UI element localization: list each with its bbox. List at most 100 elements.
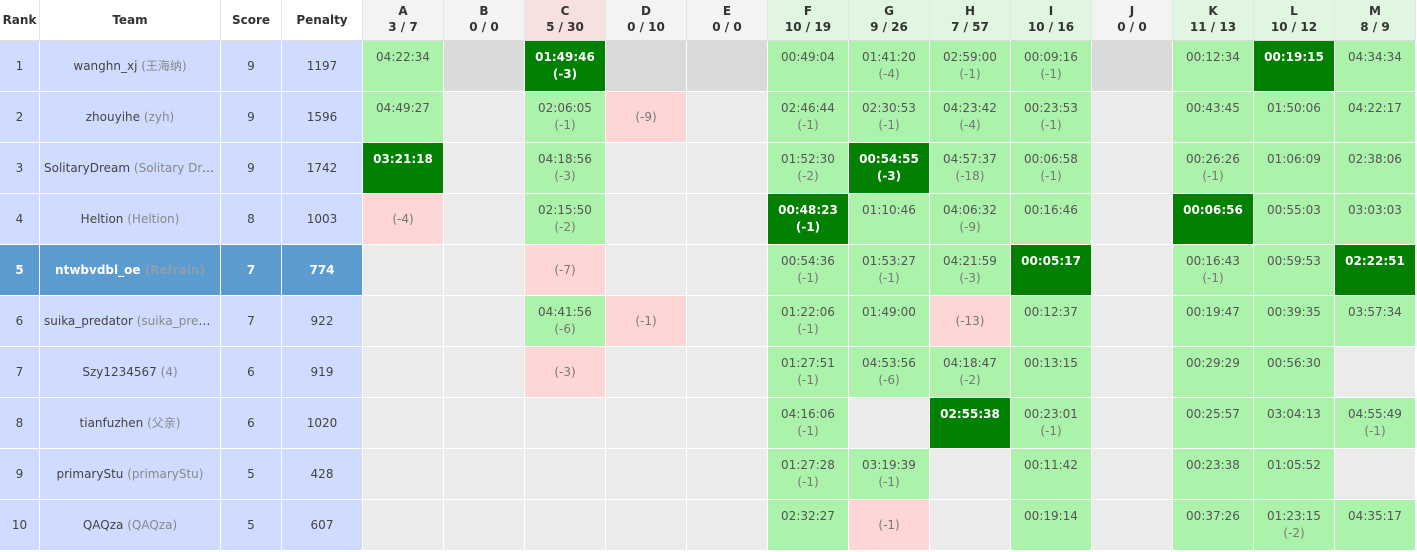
problem-cell <box>1335 347 1416 398</box>
solve-time: 02:55:38 <box>940 407 1000 421</box>
problem-cell <box>1092 398 1173 449</box>
solve-time: 04:53:56 <box>862 356 916 370</box>
tries: (-7) <box>554 263 576 277</box>
tries: (-1) <box>1040 169 1062 183</box>
problem-cell: 00:23:38 <box>1173 449 1254 500</box>
solve-time: 00:55:03 <box>1267 203 1321 217</box>
tries: (-1) <box>1202 169 1224 183</box>
score-cell: 7 <box>221 296 282 347</box>
rank-cell: 5 <box>0 245 40 296</box>
problem-cell <box>687 245 768 296</box>
problem-cell <box>1092 296 1173 347</box>
tries: (-3) <box>876 169 902 183</box>
solve-time: 04:21:59 <box>943 254 997 268</box>
problem-cell: (-4) <box>363 194 444 245</box>
solve-time: 00:23:01 <box>1024 407 1078 421</box>
problem-count: 11 / 13 <box>1189 20 1237 34</box>
team-name: wanghn_xj <box>73 59 138 73</box>
problem-cell: 01:49:00 <box>849 296 930 347</box>
solve-time: 01:05:52 <box>1267 458 1321 472</box>
tries: (-3) <box>552 67 578 81</box>
problem-count: 0 / 0 <box>712 20 742 34</box>
solve-time: 04:41:56 <box>538 305 592 319</box>
solve-time: 04:57:37 <box>943 152 997 166</box>
solve-time: 02:15:50 <box>538 203 592 217</box>
solve-time: 00:16:46 <box>1024 203 1078 217</box>
problem-cell: 02:59:00 (-1) <box>930 41 1011 92</box>
solve-time: 00:16:43 <box>1186 254 1240 268</box>
penalty-cell: 919 <box>282 347 363 398</box>
problem-cell <box>444 245 525 296</box>
problem-cell <box>1092 92 1173 143</box>
team-cell: QAQza (QAQza) <box>40 500 221 551</box>
score-cell: 9 <box>221 92 282 143</box>
problem-count: 10 / 16 <box>1027 20 1075 34</box>
problem-cell: 00:12:37 <box>1011 296 1092 347</box>
problem-count: 7 / 57 <box>951 20 989 34</box>
solve-time: 00:06:56 <box>1183 203 1243 217</box>
solve-time: 01:53:27 <box>862 254 916 268</box>
penalty-cell: 1742 <box>282 143 363 194</box>
team-alias: (父亲) <box>147 416 181 430</box>
solve-time: 00:29:29 <box>1186 356 1240 370</box>
problem-cell: 00:56:30 <box>1254 347 1335 398</box>
score-cell: 9 <box>221 41 282 92</box>
rank-cell: 9 <box>0 449 40 500</box>
problem-cell <box>363 500 444 551</box>
team-name: suika_predator <box>44 314 133 328</box>
tries: (-3) <box>554 365 576 379</box>
problem-letter: F <box>803 4 813 18</box>
tries: (-1) <box>795 220 821 234</box>
problem-cell <box>606 398 687 449</box>
tries: (-1) <box>878 118 900 132</box>
problem-cell: 02:32:27 <box>768 500 849 551</box>
tries: (-1) <box>1040 118 1062 132</box>
solve-time: 04:22:17 <box>1348 101 1402 115</box>
team-alias: (zyh) <box>143 110 175 124</box>
tries: (-1) <box>797 271 819 285</box>
problem-cell <box>444 143 525 194</box>
problem-header: F 10 / 19 <box>768 0 849 41</box>
problem-cell: 04:06:32 (-9) <box>930 194 1011 245</box>
tries: (-1) <box>635 314 657 328</box>
problem-letter: D <box>641 4 651 18</box>
problem-cell: (-9) <box>606 92 687 143</box>
problem-cell: 00:37:26 <box>1173 500 1254 551</box>
penalty-cell: 607 <box>282 500 363 551</box>
problem-cell: 00:12:34 <box>1173 41 1254 92</box>
problem-cell: (-3) <box>525 347 606 398</box>
team-alias: (primaryStu) <box>127 467 204 481</box>
solve-time: 01:27:51 <box>781 356 835 370</box>
rank-cell: 2 <box>0 92 40 143</box>
score-cell: 8 <box>221 194 282 245</box>
team-alias: (4) <box>160 365 178 379</box>
solve-time: 01:23:15 <box>1267 509 1321 523</box>
solve-time: 04:18:56 <box>538 152 592 166</box>
problem-cell <box>525 398 606 449</box>
problem-cell: 00:26:26 (-1) <box>1173 143 1254 194</box>
solve-time: 00:19:14 <box>1024 509 1078 523</box>
team-name: SolitaryDream <box>44 161 131 175</box>
problem-header: J 0 / 0 <box>1092 0 1173 41</box>
problem-cell: 04:35:17 <box>1335 500 1416 551</box>
solve-time: 00:59:53 <box>1267 254 1321 268</box>
problem-letter: C <box>560 4 570 18</box>
tries: (-18) <box>955 169 985 183</box>
team-alias: (Heltion) <box>127 212 180 226</box>
penalty-cell: 774 <box>282 245 363 296</box>
solve-time: 00:13:15 <box>1024 356 1078 370</box>
solve-time: 00:12:37 <box>1024 305 1078 319</box>
problem-cell: 00:59:53 <box>1254 245 1335 296</box>
problem-cell: 04:21:59 (-3) <box>930 245 1011 296</box>
problem-cell: 02:30:53 (-1) <box>849 92 930 143</box>
team-cell: ntwbvdbl_oe (Refrain) <box>40 245 221 296</box>
problem-header: L 10 / 12 <box>1254 0 1335 41</box>
problem-count: 10 / 19 <box>784 20 832 34</box>
tries: (-6) <box>554 322 576 336</box>
problem-cell <box>1335 449 1416 500</box>
problem-cell <box>444 449 525 500</box>
tries: (-1) <box>797 322 819 336</box>
tries: (-1) <box>1040 424 1062 438</box>
solve-time: 00:37:26 <box>1186 509 1240 523</box>
problem-cell: 04:41:56 (-6) <box>525 296 606 347</box>
